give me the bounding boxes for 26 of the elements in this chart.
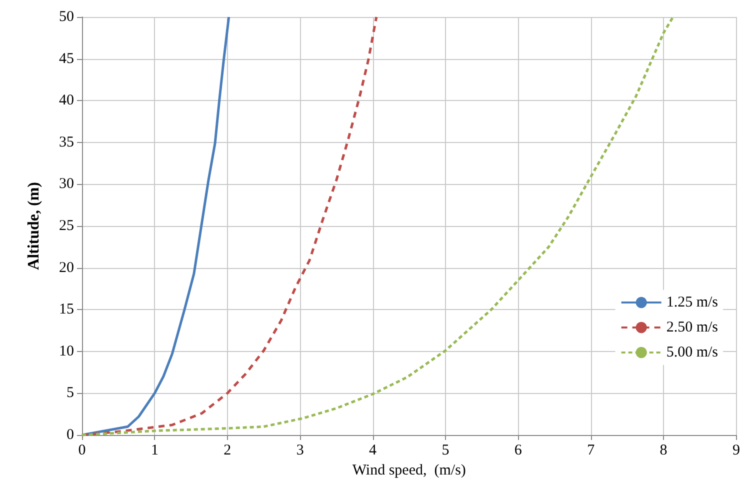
y-axis-title: Altitude, (m) bbox=[26, 182, 42, 270]
x-tick-label: 4 bbox=[369, 442, 378, 458]
y-tick-label: 0 bbox=[66, 427, 74, 443]
x-tick-label: 7 bbox=[587, 442, 596, 458]
x-tick-label: 0 bbox=[78, 442, 86, 458]
y-tick-label: 30 bbox=[59, 176, 74, 192]
y-tick-label: 20 bbox=[59, 260, 74, 276]
legend-label: 2.50 m/s bbox=[666, 320, 718, 336]
y-tick-label: 25 bbox=[59, 218, 74, 234]
x-tick-label: 1 bbox=[150, 442, 158, 458]
y-tick-label: 35 bbox=[59, 134, 74, 150]
y-tick-label: 45 bbox=[59, 50, 74, 67]
legend-label: 1.25 m/s bbox=[666, 294, 718, 310]
x-tick-label: 9 bbox=[732, 442, 740, 458]
y-tick-label: 5 bbox=[66, 385, 74, 402]
x-axis-title: Wind speed, (m/s) bbox=[352, 462, 466, 478]
y-tick-label: 10 bbox=[59, 343, 74, 360]
y-tick-label: 40 bbox=[59, 92, 74, 109]
x-tick-label: 8 bbox=[660, 442, 668, 458]
legend-label: 5.00 m/s bbox=[666, 344, 718, 360]
x-tick-label: 2 bbox=[224, 442, 232, 458]
x-tick-label: 6 bbox=[514, 442, 522, 458]
x-tick-label: 5 bbox=[442, 442, 450, 458]
y-tick-label: 50 bbox=[59, 9, 74, 25]
y-tick-label: 15 bbox=[59, 302, 74, 318]
x-tick-label: 3 bbox=[296, 442, 304, 458]
